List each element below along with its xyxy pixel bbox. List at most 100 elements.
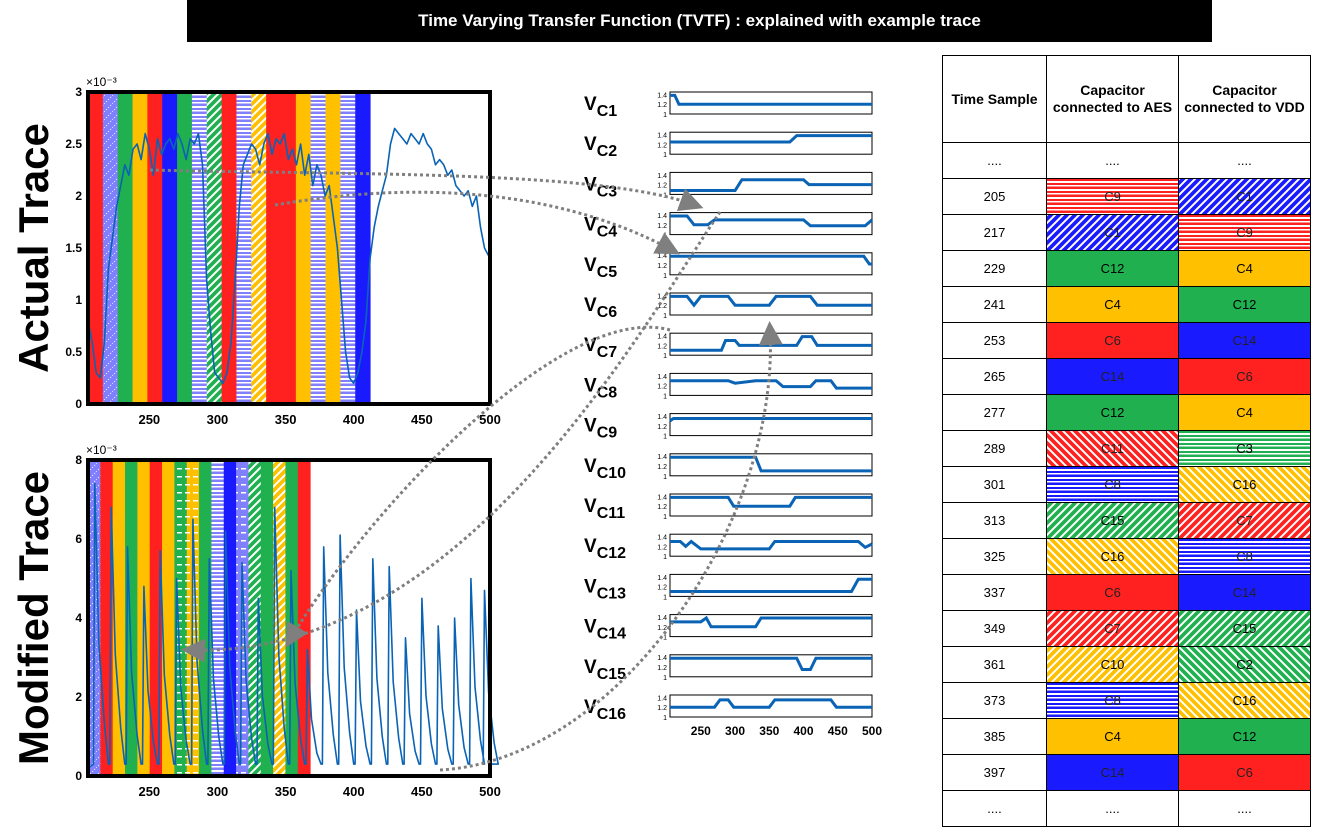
cell-label: 205 [983,189,1006,204]
voltage-ytick: 1.4 [657,494,667,501]
cell-vdd: C7 [1178,502,1311,539]
mapping-arrow [285,326,671,648]
cell-time-sample: 373 [942,682,1047,719]
bottom-plot-band [125,460,138,776]
top-plot-band [162,92,178,404]
voltage-trace [670,294,872,308]
cell-vdd: C4 [1178,394,1311,431]
cell-time-sample: 361 [942,646,1047,683]
voltage-ytick: 1 [663,434,667,441]
cell-vdd: C2 [1178,646,1311,683]
voltage-label-c1: VC1 [584,94,617,120]
cell-label: .... [987,801,1002,816]
voltage-ytick: 1 [663,635,667,642]
voltage-trace [670,214,873,228]
capacitor-schedule-table: Time Sample Capacitor connected to AES C… [942,55,1311,827]
table-row: 241 C4 C12 [942,286,1311,323]
cell-label: 385 [983,729,1006,744]
cell-label: C4 [1236,405,1253,420]
cell-swatch: C4 [1047,719,1178,754]
mapping-arrow [274,190,680,255]
bottom-plot-ylabel: Modified Trace [10,471,57,765]
header-time-sample: Time Sample [942,55,1047,143]
table-row: 313 C15 C7 [942,502,1311,539]
table-row: 205 C9 C1 [942,178,1311,215]
voltage-trace [670,495,872,508]
cell-label: C15 [1233,621,1257,636]
top-plot-band [251,92,267,404]
voltage-ytick: 1 [663,474,667,481]
voltage-ytick: 1.2 [657,384,667,391]
bottom-plot-band [260,460,274,776]
top-plot-xtick: 450 [411,412,433,427]
voltage-label-c4: VC4 [584,215,617,241]
voltage-xtick: 350 [759,724,779,738]
voltage-ytick: 1.2 [657,183,667,190]
voltage-ytick: 1 [663,313,667,320]
voltage-label-c7: VC7 [584,335,617,361]
cell-time-sample: 349 [942,610,1047,647]
cell-vdd: C3 [1178,430,1311,467]
voltage-plot-frame [669,372,873,396]
top-plot-band [221,92,237,404]
top-plot-band [281,92,297,404]
bottom-plot-ytick: 6 [75,532,82,546]
voltage-ytick: 1.2 [657,544,667,551]
top-plot-ytick: 1.5 [65,241,82,255]
cell-label: C8 [1104,477,1121,492]
bottom-plot-xtick: 500 [479,784,501,799]
mapping-arrows [149,168,783,772]
cell-label: C16 [1233,477,1257,492]
cell-swatch: C7 [1047,611,1178,646]
voltage-xtick: 500 [862,724,882,738]
table-row: 349 C7 C15 [942,610,1311,647]
modified-trace-plot: 0 2 4 6 8 250 300 350 400 450 500 ×10⁻³ Modified Tra… [10,443,501,799]
cell-label: C1 [1236,189,1253,204]
voltage-label-c12: VC12 [584,536,626,562]
cell-label: C10 [1101,657,1125,672]
top-plot-xtick: 250 [138,412,160,427]
figure-canvas: 0 0.5 1 1.5 2 2.5 3 250 300 350 400 450 500 ×10⁻³ Actu… [10,75,882,799]
bottom-plot-ytick: 4 [75,611,82,625]
voltage-label-c14: VC14 [584,617,626,643]
cell-label: 337 [983,585,1006,600]
top-plot-band [132,92,148,404]
top-plot-ytick: 0.5 [65,345,82,359]
cell-aes: C11 [1046,430,1179,467]
top-plot-band [355,92,371,404]
voltage-ytick: 1.2 [657,303,667,310]
top-plot-band [295,92,312,404]
cell-label: C6 [1236,369,1253,384]
voltage-trace [670,698,872,709]
cell-time-sample: 265 [942,358,1047,395]
cell-swatch: C4 [1179,251,1310,286]
top-plot-band [88,92,104,404]
cell-swatch: C8 [1179,539,1310,574]
voltage-plot-frame [669,573,873,597]
voltage-ytick: 1.4 [657,374,667,381]
cell-label: C14 [1233,333,1257,348]
cell-swatch: C8 [1047,683,1178,718]
voltage-label-c2: VC2 [584,134,617,160]
bottom-plot-trace-line [87,482,499,769]
cell-time-sample: 289 [942,430,1047,467]
voltage-label-c8: VC8 [584,375,617,401]
cell-vdd: C8 [1178,538,1311,575]
cell-swatch: C9 [1179,215,1310,250]
voltage-label-c5: VC5 [584,255,617,281]
bottom-plot-exponent: ×10⁻³ [86,443,117,457]
cell-aes: C4 [1046,718,1179,755]
top-plot-ytick: 3 [75,85,82,99]
voltage-ytick: 1.2 [657,504,667,511]
cell-label: C8 [1236,549,1253,564]
cell-vdd: C12 [1178,718,1311,755]
voltage-ytick: 1.4 [657,334,667,341]
bottom-plot-band [199,460,212,776]
voltage-ytick: 1.2 [657,102,667,109]
voltage-xtick: 400 [794,724,814,738]
cell-label: C16 [1233,693,1257,708]
bottom-plot-ytick: 8 [75,453,82,467]
voltage-ytick: 1 [663,554,667,561]
table-row: ............ [942,790,1311,827]
voltage-ytick: 1 [663,594,667,601]
